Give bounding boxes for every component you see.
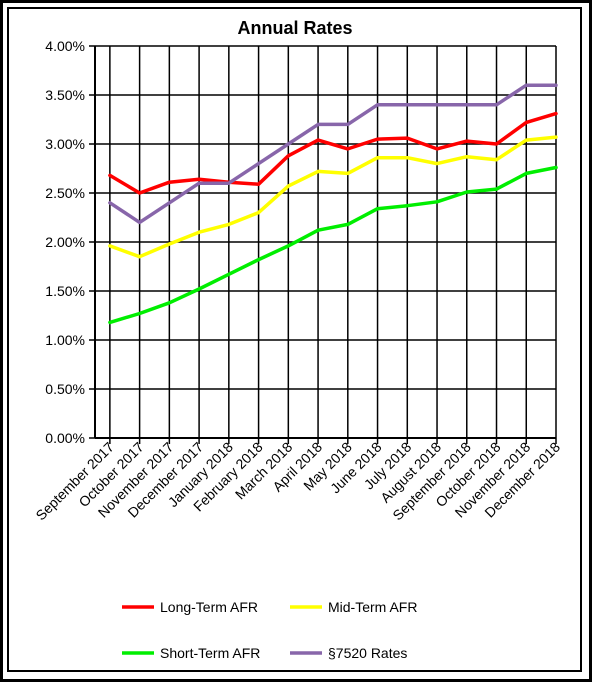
- y-tick-label: 1.50%: [45, 283, 85, 299]
- y-tick-label: 0.50%: [45, 381, 85, 397]
- y-axis-ticks: 0.00% 0.50% 1.00% 1.50% 2.00% 2.50% 3.00% 3.50%…: [45, 38, 85, 446]
- chart-title: Annual Rates: [237, 18, 352, 38]
- y-tick-label: 0.00%: [45, 430, 85, 446]
- legend-label: Mid-Term AFR: [328, 599, 417, 615]
- series-line: [108, 135, 558, 259]
- legend-label: Long-Term AFR: [160, 599, 258, 615]
- legend-label: Short-Term AFR: [160, 645, 260, 661]
- series-line: [108, 83, 558, 225]
- y-tick-label: 2.00%: [45, 234, 85, 250]
- y-tick-label: 3.00%: [45, 136, 85, 152]
- series-line: [108, 111, 558, 195]
- legend-label: §7520 Rates: [328, 645, 407, 661]
- legend: Long-Term AFR Mid-Term AFR Short-Term AFR §…: [122, 599, 417, 661]
- y-tick-label: 4.00%: [45, 38, 85, 54]
- y-tick-label: 2.50%: [45, 185, 85, 201]
- y-tick-label: 1.00%: [45, 332, 85, 348]
- series-line: [108, 165, 558, 325]
- y-tick-label: 3.50%: [45, 87, 85, 103]
- series-lines: [108, 83, 558, 325]
